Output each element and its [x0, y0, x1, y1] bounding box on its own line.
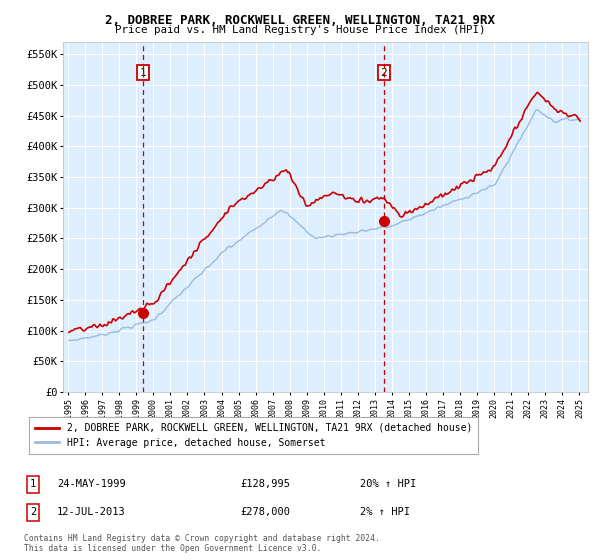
Text: 12-JUL-2013: 12-JUL-2013: [57, 507, 126, 517]
Text: £128,995: £128,995: [240, 479, 290, 489]
Text: 2, DOBREE PARK, ROCKWELL GREEN, WELLINGTON, TA21 9RX: 2, DOBREE PARK, ROCKWELL GREEN, WELLINGT…: [105, 14, 495, 27]
Text: 20% ↑ HPI: 20% ↑ HPI: [360, 479, 416, 489]
Text: Price paid vs. HM Land Registry's House Price Index (HPI): Price paid vs. HM Land Registry's House …: [115, 25, 485, 35]
Legend: 2, DOBREE PARK, ROCKWELL GREEN, WELLINGTON, TA21 9RX (detached house), HPI: Aver: 2, DOBREE PARK, ROCKWELL GREEN, WELLINGT…: [29, 417, 478, 454]
Text: 1: 1: [139, 68, 146, 78]
Text: Contains HM Land Registry data © Crown copyright and database right 2024.
This d: Contains HM Land Registry data © Crown c…: [24, 534, 380, 553]
Text: 24-MAY-1999: 24-MAY-1999: [57, 479, 126, 489]
Text: 2% ↑ HPI: 2% ↑ HPI: [360, 507, 410, 517]
Text: 1: 1: [30, 479, 36, 489]
Text: 2: 2: [380, 68, 388, 78]
Text: 2: 2: [30, 507, 36, 517]
Text: £278,000: £278,000: [240, 507, 290, 517]
